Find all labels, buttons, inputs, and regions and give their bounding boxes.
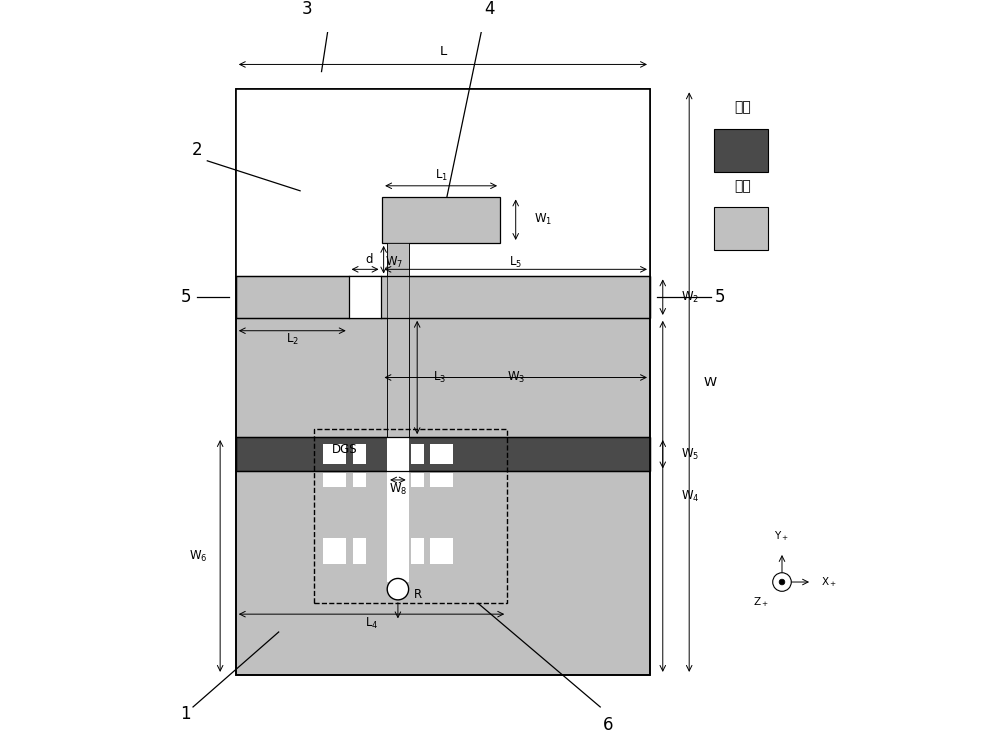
Bar — [411, 473, 424, 487]
Text: 5: 5 — [715, 288, 725, 306]
Bar — [236, 89, 650, 276]
Text: d: d — [365, 253, 373, 266]
Text: X$_+$: X$_+$ — [821, 575, 837, 589]
Text: Z$_+$: Z$_+$ — [753, 595, 769, 609]
Text: W$_7$: W$_7$ — [385, 255, 403, 270]
Bar — [387, 243, 409, 276]
Bar — [387, 318, 409, 437]
Text: 6: 6 — [603, 716, 614, 734]
Text: W$_3$: W$_3$ — [507, 370, 525, 385]
Circle shape — [779, 579, 785, 585]
Bar — [430, 539, 453, 564]
Bar — [714, 207, 768, 250]
Text: 5: 5 — [181, 288, 191, 306]
Text: W$_8$: W$_8$ — [389, 482, 407, 497]
Bar — [382, 196, 500, 243]
Bar — [236, 437, 650, 471]
Bar — [236, 276, 650, 318]
Bar — [353, 444, 366, 464]
Bar — [387, 471, 409, 582]
Text: W$_6$: W$_6$ — [189, 548, 207, 563]
Text: Y$_+$: Y$_+$ — [774, 530, 790, 544]
Text: W$_4$: W$_4$ — [681, 489, 699, 504]
Text: L: L — [439, 45, 447, 58]
Text: 3: 3 — [302, 0, 313, 18]
Text: L$_2$: L$_2$ — [286, 332, 299, 347]
Bar — [430, 473, 453, 487]
Circle shape — [387, 578, 409, 600]
Bar — [411, 539, 424, 564]
Bar — [236, 276, 650, 318]
Bar — [314, 428, 507, 604]
Circle shape — [773, 573, 791, 591]
Text: 顶层: 顶层 — [734, 100, 751, 115]
Bar — [387, 276, 409, 318]
Bar — [353, 473, 366, 487]
Bar — [349, 276, 381, 318]
Bar — [353, 539, 366, 564]
Bar — [236, 89, 650, 675]
Text: W$_2$: W$_2$ — [681, 290, 699, 305]
Text: R: R — [414, 589, 422, 601]
Text: L$_1$: L$_1$ — [435, 168, 448, 183]
Text: 2: 2 — [191, 141, 202, 159]
Text: L$_5$: L$_5$ — [509, 255, 522, 270]
Text: W$_1$: W$_1$ — [534, 212, 552, 227]
Bar — [323, 444, 346, 464]
Text: W$_5$: W$_5$ — [681, 446, 699, 462]
Bar — [236, 89, 650, 675]
Bar — [236, 437, 650, 471]
Bar — [430, 444, 453, 464]
Text: W: W — [703, 376, 717, 389]
Text: L$_4$: L$_4$ — [365, 616, 378, 631]
Bar — [323, 539, 346, 564]
Text: DGS: DGS — [332, 443, 358, 456]
Text: 底层: 底层 — [734, 179, 751, 193]
Bar — [714, 129, 768, 172]
Text: 1: 1 — [181, 705, 191, 723]
Bar — [387, 437, 409, 471]
Bar — [411, 444, 424, 464]
Text: L$_3$: L$_3$ — [433, 370, 446, 385]
Text: 4: 4 — [485, 0, 495, 18]
Bar — [323, 473, 346, 487]
